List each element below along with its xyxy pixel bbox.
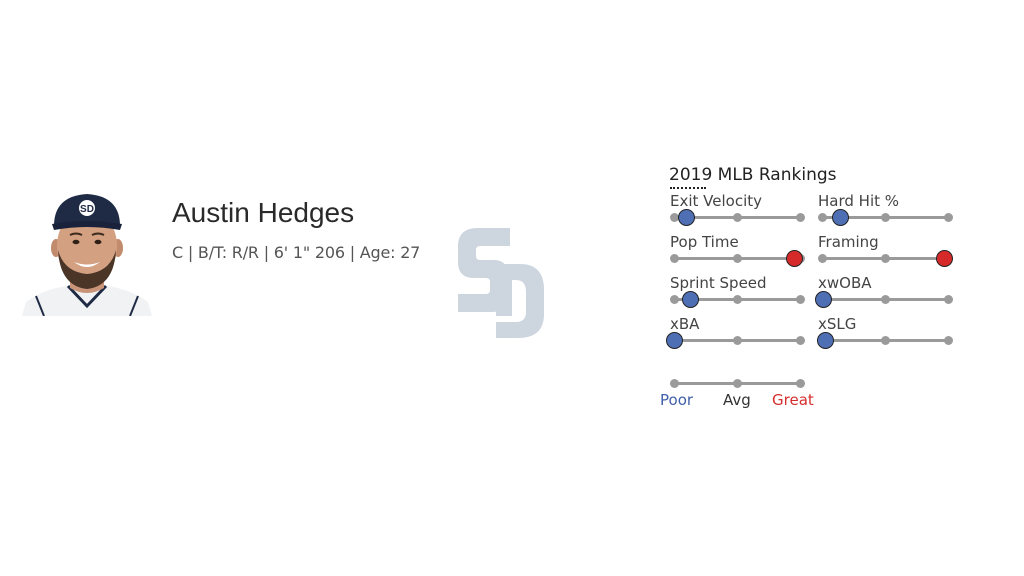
metric-label: Sprint Speed xyxy=(670,274,767,292)
metric-track xyxy=(669,250,805,267)
tick-great xyxy=(795,336,805,345)
metric-rank-knob xyxy=(678,209,696,226)
metric-label: Hard Hit % xyxy=(818,192,900,210)
metric-xba: xBA xyxy=(665,315,810,355)
metric-pop-time: Pop Time xyxy=(669,233,810,273)
metric-track xyxy=(669,209,805,226)
metric-exit-velocity: Exit Velocity xyxy=(669,192,810,232)
metric-label: Pop Time xyxy=(670,233,739,251)
tick-avg xyxy=(880,213,890,222)
metric-rank-knob xyxy=(817,332,835,349)
tick-poor xyxy=(669,295,679,304)
tick-poor xyxy=(817,254,827,263)
metric-track xyxy=(665,332,805,349)
tick-avg xyxy=(880,336,890,345)
tick-avg xyxy=(732,254,742,263)
metric-label: Framing xyxy=(818,233,879,251)
tick-avg xyxy=(732,336,742,345)
legend-tick-avg xyxy=(732,379,742,388)
metric-track xyxy=(817,209,953,226)
metric-rank-knob xyxy=(935,250,953,267)
metric-label: Exit Velocity xyxy=(670,192,763,210)
metric-xwoba: xwOBA xyxy=(814,274,958,314)
tick-great xyxy=(943,213,953,222)
legend-track xyxy=(669,379,805,388)
tick-avg xyxy=(880,254,890,263)
tick-great xyxy=(795,295,805,304)
rankings-title: 2019 MLB Rankings xyxy=(669,165,837,185)
metric-rank-knob xyxy=(814,291,832,308)
metric-framing: Framing xyxy=(817,233,958,273)
metric-label: xBA xyxy=(670,315,700,333)
metric-track xyxy=(817,332,953,349)
tick-avg xyxy=(732,295,742,304)
tick-avg xyxy=(732,213,742,222)
tick-great xyxy=(795,213,805,222)
padres-sd-logo-icon xyxy=(458,228,544,338)
player-info: C | B/T: R/R | 6' 1" 206 | Age: 27 xyxy=(172,243,421,262)
metric-track xyxy=(814,291,953,308)
rankings-legend: Poor Avg Great xyxy=(658,372,818,412)
legend-poor-label: Poor xyxy=(660,391,694,409)
tick-great xyxy=(943,336,953,345)
metric-track xyxy=(669,291,805,308)
metric-track xyxy=(817,250,953,267)
metric-xslg: xSLG xyxy=(817,315,958,355)
metric-sprint-speed: Sprint Speed xyxy=(669,274,810,314)
tick-great xyxy=(943,295,953,304)
legend-great-label: Great xyxy=(772,391,814,409)
tick-poor xyxy=(669,213,679,222)
legend-tick-poor xyxy=(669,379,679,388)
metric-rank-knob xyxy=(665,332,683,349)
tick-poor xyxy=(669,254,679,263)
metric-label: xwOBA xyxy=(818,274,872,292)
rankings-title-underline xyxy=(670,187,706,189)
player-photo: SD xyxy=(22,194,152,316)
metric-hard-hit: Hard Hit % xyxy=(817,192,958,232)
player-name: Austin Hedges xyxy=(172,197,355,228)
svg-text:SD: SD xyxy=(80,204,94,215)
tick-poor xyxy=(817,213,827,222)
legend-avg-label: Avg xyxy=(723,391,751,409)
metric-label: xSLG xyxy=(818,315,857,333)
legend-tick-great xyxy=(795,379,805,388)
metric-rank-knob xyxy=(786,250,804,267)
metric-rank-knob xyxy=(832,209,850,226)
tick-avg xyxy=(880,295,890,304)
metric-rank-knob xyxy=(681,291,699,308)
